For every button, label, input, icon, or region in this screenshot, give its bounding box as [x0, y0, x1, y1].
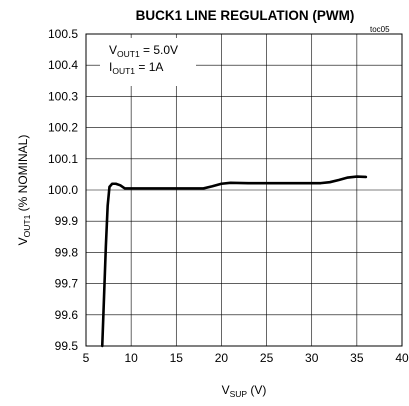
annotation-background: [100, 38, 196, 86]
y-tick-label: 100.0: [48, 183, 78, 197]
x-tick-label: 10: [124, 351, 138, 365]
y-tick-label: 99.7: [55, 277, 79, 291]
x-tick-label: 15: [170, 351, 184, 365]
y-tick-label: 99.6: [55, 308, 79, 322]
x-axis-title: VSUP (V): [222, 383, 267, 399]
y-tick-label: 99.5: [55, 339, 79, 353]
y-tick-label: 100.1: [48, 152, 78, 166]
figure-tag: toc05: [370, 25, 390, 34]
y-tick-label: 99.8: [55, 245, 79, 259]
y-tick-label: 100.4: [48, 58, 78, 72]
x-tick-label: 40: [395, 351, 409, 365]
y-axis-tick-labels: 99.5 99.6 99.7 99.8 99.9 100.0 100.1 100.2 100.3…: [48, 27, 78, 353]
y-axis-title: VOUT1 (% NOMINAL): [16, 135, 32, 246]
chart-title: BUCK1 LINE REGULATION (PWM): [136, 8, 355, 23]
x-tick-label: 35: [350, 351, 364, 365]
y-tick-label: 100.5: [48, 27, 78, 41]
annotation-text: IOUT1 = 1A: [109, 60, 163, 76]
y-tick-label: 100.3: [48, 89, 78, 103]
plot-frame: [85, 33, 403, 347]
y-tick-label: 100.2: [48, 121, 78, 135]
x-tick-label: 30: [305, 351, 319, 365]
annotation-text: VOUT1 = 5.0V: [109, 43, 178, 59]
x-tick-label: 20: [215, 351, 229, 365]
x-tick-label: 5: [83, 351, 90, 365]
series-layer: [100, 175, 368, 348]
series-line: [100, 175, 368, 348]
y-tick-label: 99.9: [55, 214, 79, 228]
x-tick-label: 25: [260, 351, 274, 365]
x-axis-tick-labels: 5 10 15 20 25 30 35 40: [83, 351, 409, 365]
